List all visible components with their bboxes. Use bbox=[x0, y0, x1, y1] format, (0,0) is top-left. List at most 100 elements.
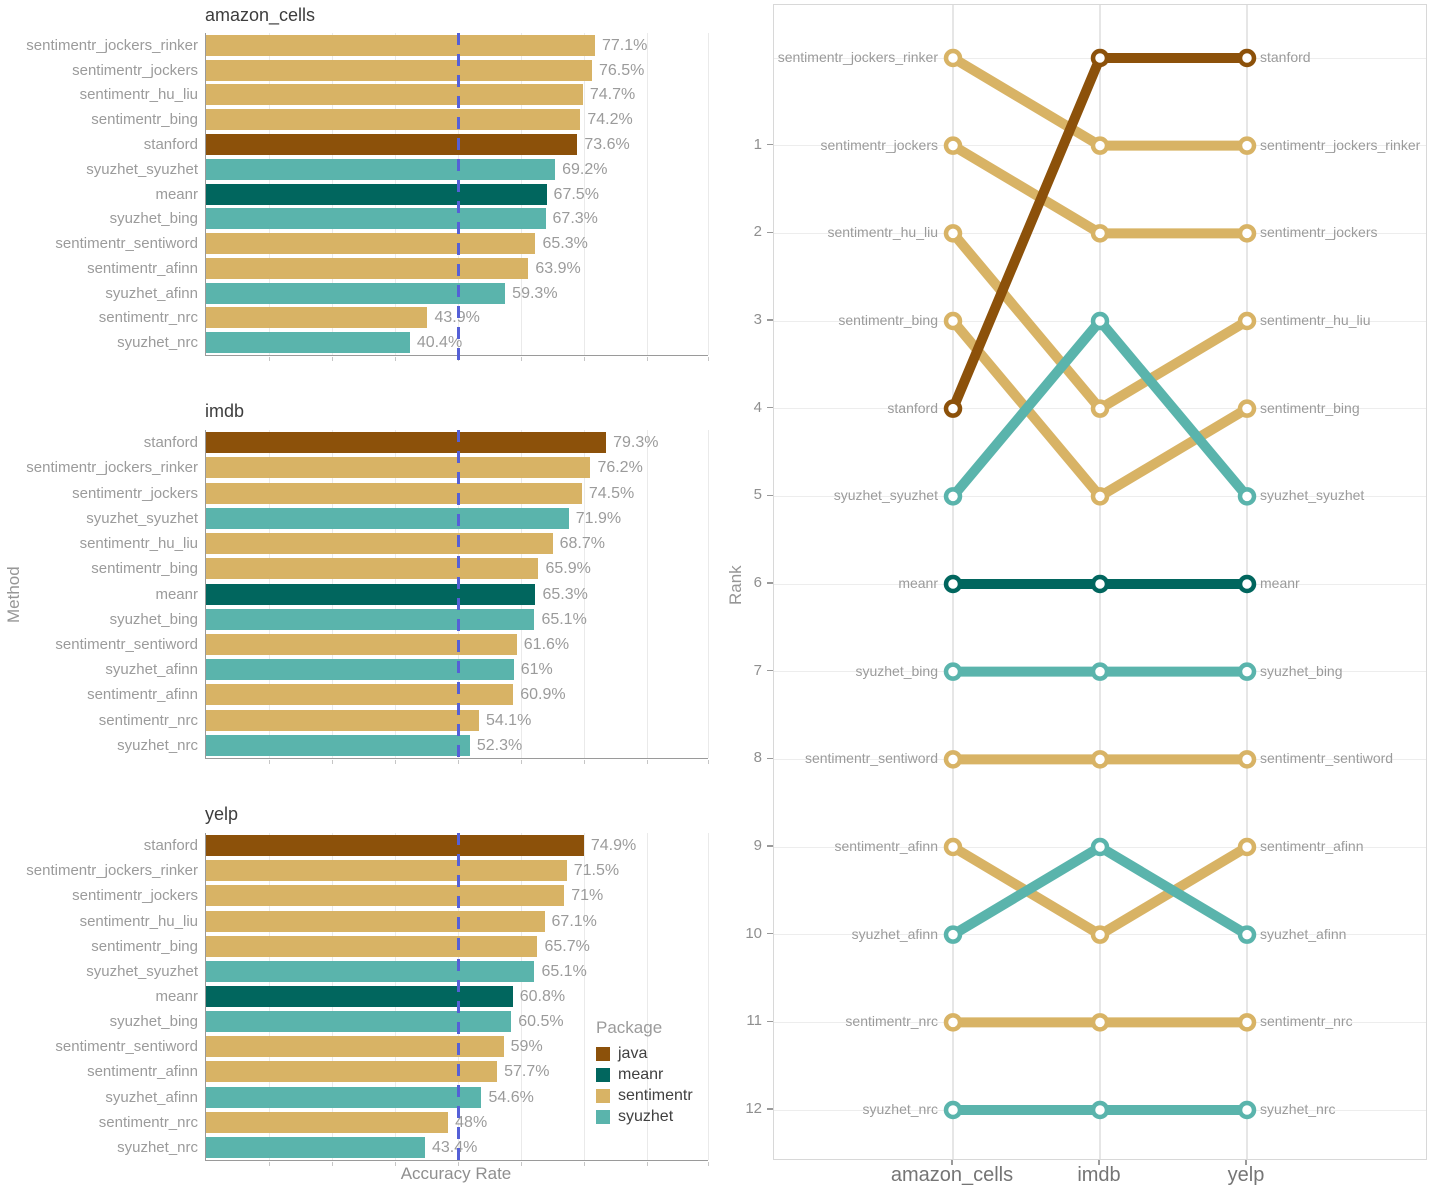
bump-line-sentimentr_jockers bbox=[950, 141, 1247, 239]
rank-tick-label: 11 bbox=[746, 1012, 762, 1030]
bar-value-label: 76.2% bbox=[597, 459, 643, 477]
bar-sentimentr_jockers bbox=[206, 482, 582, 504]
rank-tick-label: 7 bbox=[753, 661, 762, 679]
rank-tick bbox=[767, 143, 773, 146]
bump-line-syuzhet_afinn bbox=[950, 842, 1250, 939]
legend-item-label: meanr bbox=[618, 1066, 664, 1083]
bump-point-sentimentr_afinn bbox=[943, 837, 963, 857]
rank-tick-label: 8 bbox=[753, 749, 762, 767]
rank-tick-label: 6 bbox=[753, 574, 762, 591]
method-label: sentimentr_hu_liu bbox=[79, 535, 198, 553]
reference-line bbox=[456, 833, 460, 1166]
legend-swatch-meanr bbox=[596, 1068, 610, 1082]
bar-value-label: 65.1% bbox=[541, 610, 587, 628]
bump-point-sentimentr_hu_liu bbox=[1090, 399, 1110, 418]
x-axis-tick bbox=[584, 357, 586, 361]
bump-point-sentimentr_sentiword bbox=[943, 750, 963, 769]
accuracy-axis-title: Accuracy Rate bbox=[400, 1164, 512, 1183]
bar-value-label: 63.9% bbox=[535, 259, 581, 277]
bump-point-syuzhet_syuzhet bbox=[1090, 311, 1110, 331]
bar-value-label: 67.5% bbox=[553, 185, 599, 203]
x-gridline bbox=[647, 833, 649, 1160]
bar-syuzhet_nrc bbox=[206, 332, 410, 354]
rank-tick bbox=[767, 231, 773, 234]
dataset-label-yelp: yelp bbox=[1227, 1164, 1265, 1186]
bump-point-syuzhet_nrc bbox=[1090, 1100, 1110, 1120]
bar-value-label: 71.9% bbox=[575, 509, 622, 527]
x-gridline bbox=[521, 833, 523, 1160]
x-axis-tick bbox=[708, 1162, 709, 1166]
bump-point-sentimentr_bing bbox=[1237, 399, 1257, 418]
bump-lines-svg bbox=[943, 48, 1257, 1120]
x-gridline bbox=[647, 430, 649, 758]
bar-value-label: 60.5% bbox=[518, 1013, 564, 1031]
bar-syuzhet_syuzhet bbox=[206, 158, 556, 180]
legend-items: java meanr sentimentr syuzhet bbox=[596, 1045, 693, 1126]
rank-tick bbox=[767, 319, 773, 321]
method-label: sentimentr_nrc bbox=[98, 711, 198, 729]
method-label: syuzhet_syuzhet bbox=[86, 509, 198, 527]
method-label: sentimentr_bing bbox=[91, 937, 198, 955]
method-label: sentimentr_afinn bbox=[87, 259, 198, 277]
bump-point-syuzhet_nrc bbox=[943, 1100, 963, 1120]
rank-tick-label: 9 bbox=[753, 837, 762, 854]
method-label: sentimentr_bing bbox=[91, 560, 198, 578]
bar-value-label: 65.1% bbox=[541, 962, 587, 980]
bar-syuzhet_bing bbox=[206, 608, 535, 630]
x-gridline bbox=[584, 833, 586, 1160]
dataset-tick bbox=[951, 1160, 953, 1165]
bump-point-syuzhet_afinn bbox=[1237, 925, 1257, 944]
facet-title-yelp: yelp bbox=[205, 804, 239, 824]
method-label: sentimentr_hu_liu bbox=[79, 86, 198, 104]
bar-syuzhet_bing bbox=[206, 1011, 512, 1033]
method-label: stanford bbox=[143, 837, 198, 855]
bar-sentimentr_jockers bbox=[206, 59, 592, 81]
bar-value-label: 74.9% bbox=[590, 837, 637, 855]
bar-value-label: 79.3% bbox=[613, 434, 659, 452]
bar-panel-imdb: 79.3% 76.2% 74.5% 71.9% 68.7% 65.9% 65.3% 65.1%… bbox=[205, 430, 709, 764]
x-axis-tick bbox=[395, 760, 397, 764]
method-label: sentimentr_jockers_rinker bbox=[26, 36, 198, 54]
method-label: syuzhet_syuzhet bbox=[86, 962, 198, 980]
bump-point-sentimentr_jockers_rinker bbox=[943, 48, 963, 68]
x-gridline bbox=[647, 33, 649, 355]
bar-value-label: 60.9% bbox=[520, 686, 566, 704]
bump-point-sentimentr_bing bbox=[943, 311, 963, 331]
bar-value-label: 73.6% bbox=[584, 135, 630, 153]
bar-syuzhet_afinn bbox=[206, 1086, 482, 1108]
bar-meanr bbox=[206, 583, 536, 605]
bump-point-syuzhet_bing bbox=[1090, 662, 1110, 681]
bump-panel bbox=[773, 4, 1427, 1160]
method-label: syuzhet_afinn bbox=[105, 661, 198, 679]
bar-value-label: 65.9% bbox=[545, 560, 591, 578]
rank-tick bbox=[767, 582, 773, 584]
bar-panel-amazon-cells: 77.1% 76.5% 74.7% 74.2% 73.6% 69.2% 67.5% 67.3%… bbox=[205, 33, 709, 361]
bar-syuzhet_syuzhet bbox=[206, 507, 569, 529]
bump-point-stanford bbox=[1237, 48, 1257, 68]
method-label: sentimentr_jockers_rinker bbox=[26, 459, 198, 477]
bar-value-label: 60.8% bbox=[519, 988, 566, 1005]
bar-value-label: 74.5% bbox=[588, 484, 635, 502]
x-axis-tick bbox=[332, 357, 334, 361]
bump-point-sentimentr_jockers_rinker bbox=[1237, 136, 1257, 155]
rank-tick-label: 5 bbox=[753, 486, 762, 504]
legend-item-label: syuzhet bbox=[618, 1108, 674, 1125]
x-axis-tick bbox=[269, 357, 271, 361]
x-axis-tick bbox=[584, 1162, 586, 1166]
bar-sentimentr_bing bbox=[206, 109, 581, 131]
bar-stanford bbox=[206, 835, 584, 857]
rank-tick bbox=[767, 1020, 773, 1023]
x-axis-tick bbox=[395, 1162, 397, 1166]
x-axis-tick bbox=[521, 760, 523, 764]
method-label: meanr bbox=[155, 988, 198, 1005]
legend-item-syuzhet: syuzhet bbox=[596, 1108, 693, 1126]
bar-sentimentr_jockers_rinker bbox=[206, 457, 591, 479]
method-label: meanr bbox=[155, 585, 198, 603]
rank-tick bbox=[767, 669, 773, 672]
bar-value-label: 54.6% bbox=[488, 1088, 534, 1106]
bump-point-sentimentr_jockers bbox=[1237, 224, 1257, 243]
bar-sentimentr_sentiword bbox=[206, 633, 517, 655]
method-label: stanford bbox=[143, 434, 198, 452]
bar-syuzhet_syuzhet bbox=[206, 960, 535, 982]
bump-point-sentimentr_hu_liu bbox=[943, 224, 963, 243]
